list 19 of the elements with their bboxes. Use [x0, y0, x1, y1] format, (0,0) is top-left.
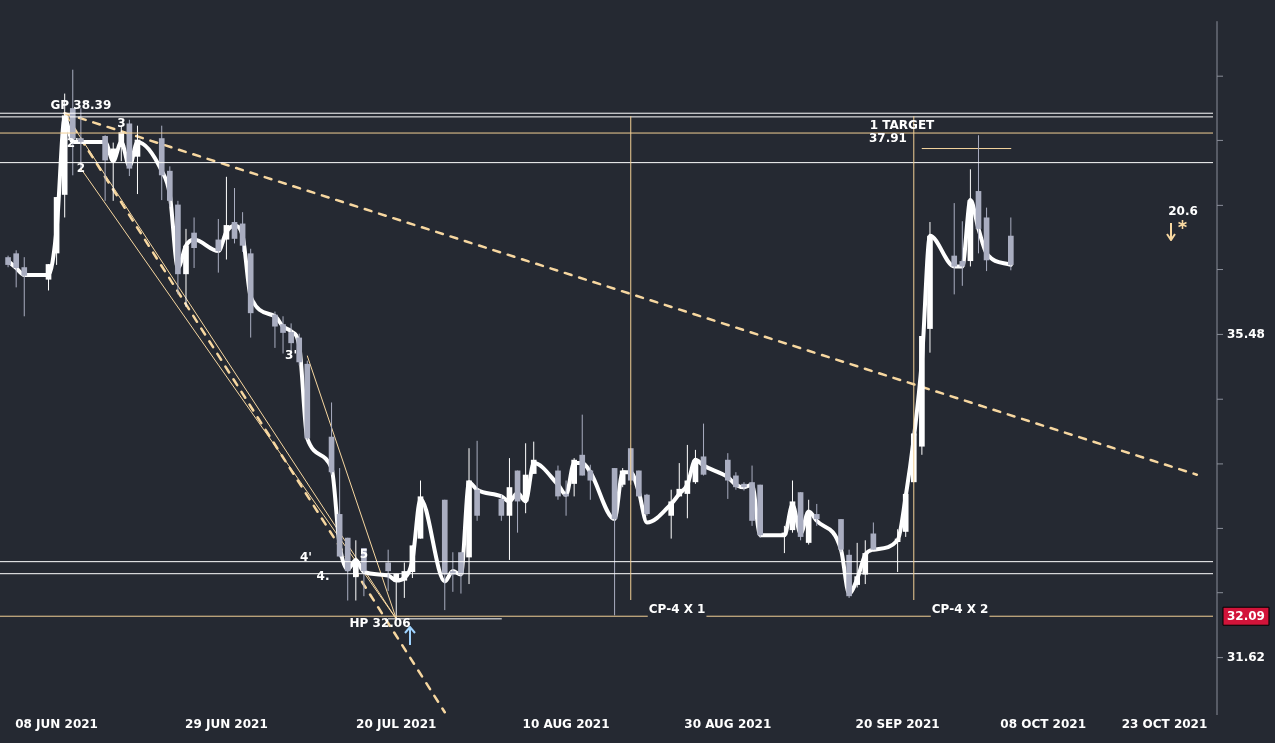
- y-tick-label: 31.62: [1227, 649, 1265, 664]
- y-tick-label: 35.48: [1227, 326, 1265, 341]
- ref-line-label: CP-4 X 1: [648, 602, 706, 617]
- annotation: 37.91: [869, 131, 907, 146]
- ref-line-label: CP-4 X 2: [931, 602, 989, 617]
- annotation: 3': [285, 347, 298, 362]
- x-tick-label: 08 OCT 2021: [1000, 717, 1087, 732]
- annotation: 20.6: [1168, 204, 1198, 219]
- x-tick-label: 20 SEP 2021: [855, 717, 940, 732]
- x-tick-label: 08 JUN 2021: [15, 717, 98, 732]
- ref-line-label: 32.09: [1227, 609, 1265, 624]
- x-tick-label: 10 AUG 2021: [522, 717, 610, 732]
- annotation: 3: [117, 115, 126, 130]
- x-tick-label: 29 JUN 2021: [185, 717, 268, 732]
- x-tick-label: 30 AUG 2021: [684, 717, 772, 732]
- annotation: 2: [76, 160, 86, 175]
- x-tick-label: 20 JUL 2021: [356, 717, 437, 732]
- x-tick-label: 23 OCT 2021: [1121, 717, 1208, 732]
- annotation: 4': [299, 550, 313, 565]
